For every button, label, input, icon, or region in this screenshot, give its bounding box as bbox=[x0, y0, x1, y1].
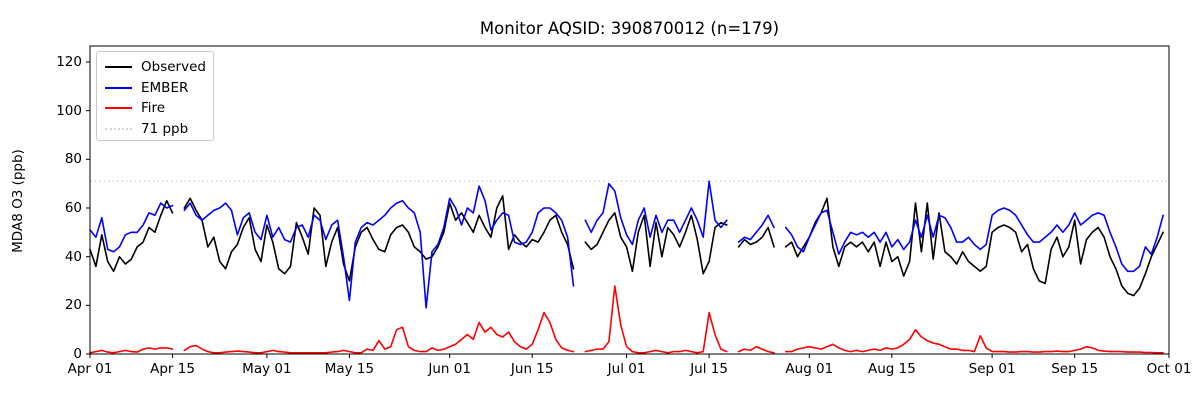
fire-line-swatch bbox=[105, 107, 132, 110]
legend: Observed EMBER Fire 71 ppb bbox=[96, 51, 214, 141]
x-tick-label: May 15 bbox=[324, 361, 375, 377]
y-tick-label: 20 bbox=[64, 297, 82, 314]
y-tick-label: 120 bbox=[56, 54, 82, 70]
legend-item-observed: Observed bbox=[105, 57, 213, 78]
y-tick-label: 100 bbox=[56, 102, 82, 119]
observed-line-swatch bbox=[105, 66, 132, 69]
y-tick-label: 0 bbox=[73, 346, 82, 362]
observed-line bbox=[89, 195, 1164, 297]
x-tick-label: Aug 01 bbox=[785, 361, 834, 377]
legend-label-ember: EMBER bbox=[141, 79, 189, 96]
legend-label-observed: Observed bbox=[141, 59, 206, 76]
ember-line-swatch bbox=[105, 86, 132, 89]
x-tick-label: Jul 01 bbox=[607, 361, 646, 377]
legend-label-fire: Fire bbox=[141, 100, 166, 117]
y-tick-label: 80 bbox=[64, 151, 82, 168]
legend-item-ember: EMBER bbox=[105, 78, 213, 99]
x-tick-label: Jun 15 bbox=[510, 361, 554, 377]
legend-item-threshold: 71 ppb bbox=[105, 119, 213, 140]
legend-item-fire: Fire bbox=[105, 98, 213, 119]
x-tick-label: May 01 bbox=[242, 361, 292, 377]
x-tick-label: Sep 01 bbox=[968, 361, 1016, 377]
y-tick-label: 40 bbox=[64, 248, 82, 265]
threshold-line-swatch bbox=[105, 127, 132, 130]
x-tick-label: Jun 01 bbox=[428, 361, 471, 377]
legend-label-threshold: 71 ppb bbox=[141, 120, 189, 137]
ember-line bbox=[89, 180, 1164, 309]
x-tick-label: Apr 15 bbox=[150, 361, 195, 377]
chart-title: Monitor AQSID: 390870012 (n=179) bbox=[479, 19, 780, 38]
x-tick-label: Apr 01 bbox=[67, 361, 113, 377]
x-tick-label: Sep 15 bbox=[1051, 361, 1099, 377]
fire-line bbox=[89, 285, 1164, 354]
y-tick-label: 60 bbox=[64, 200, 82, 216]
x-tick-label: Aug 15 bbox=[867, 361, 916, 377]
x-tick-label: Jul 15 bbox=[690, 361, 728, 377]
plot-border bbox=[89, 45, 1170, 355]
x-tick-label: Oct 01 bbox=[1146, 361, 1192, 377]
